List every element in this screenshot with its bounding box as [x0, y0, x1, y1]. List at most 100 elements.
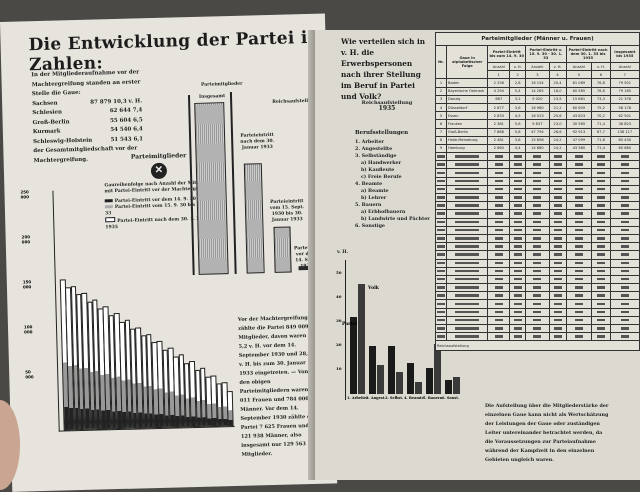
table-cell [487, 233, 511, 244]
table-cell [435, 242, 447, 252]
ink [533, 310, 542, 314]
subheader: Anzahl [487, 61, 511, 72]
y-tick: 200 000 [21, 234, 31, 245]
ink [553, 171, 562, 175]
y-label: v. H. [337, 250, 349, 255]
table-cell [445, 201, 489, 211]
table-cell [591, 225, 611, 235]
ink [494, 155, 503, 158]
table-cell [591, 332, 611, 342]
category-item: 1. Arbeiter [355, 139, 384, 145]
ink [533, 163, 542, 166]
table-cell [525, 242, 550, 252]
table-cell [509, 184, 527, 195]
ink [513, 318, 522, 322]
table-cell [609, 201, 640, 211]
bar-partei [350, 317, 357, 394]
table-row: 3 Danzig 687 3,2 5 020 23,5 15 661 73,3 21 378 [435, 94, 640, 104]
table-cell [609, 168, 640, 178]
ink [596, 335, 605, 338]
table-cell [565, 152, 593, 162]
ink [553, 269, 562, 273]
table-cell [435, 266, 447, 276]
column-header: Partei-Eintritt v. 15. 9. 30 - 30. 1. 33 [525, 45, 567, 63]
table-cell [548, 160, 567, 170]
table-cell [487, 315, 511, 326]
table-row-faded [435, 192, 640, 203]
table-cell [609, 176, 640, 186]
table-cell: 60 680 [609, 143, 640, 154]
ink [596, 253, 605, 256]
table-footer: Reichsaufstellung [435, 340, 640, 352]
categories-heading: Berufsstellungen [355, 130, 409, 136]
value: 55 604 [109, 117, 132, 124]
table-cell: Danzig [445, 94, 489, 104]
table-cell [548, 242, 567, 252]
subheader: Anzahl [609, 61, 640, 72]
table-cell: Groß-Berlin [445, 127, 489, 137]
after-1933-column [243, 163, 265, 274]
ink [574, 204, 583, 207]
column-number: 3 [525, 70, 550, 80]
ink [533, 187, 542, 191]
ink [596, 187, 605, 191]
table-cell [445, 152, 489, 162]
table-cell: 1 [435, 78, 447, 88]
table-cell [525, 258, 550, 268]
table-cell [509, 168, 527, 178]
ink [620, 228, 629, 232]
ink [553, 327, 562, 330]
table-cell [591, 160, 611, 170]
table-cell [548, 323, 567, 334]
ink [513, 196, 522, 199]
table-cell [565, 332, 593, 342]
table-cell [435, 209, 447, 219]
ink [574, 196, 583, 199]
column-number: 2 [509, 70, 527, 80]
y-tick: 100 000 [23, 324, 33, 335]
finger [0, 400, 20, 490]
table-cell [509, 274, 527, 285]
table-cell [565, 209, 593, 219]
table-cell [609, 184, 640, 195]
table-cell [609, 225, 640, 235]
pct: 6,5 [132, 116, 143, 124]
ink [437, 277, 445, 281]
ink [437, 302, 445, 306]
table-cell [509, 242, 527, 252]
ink [437, 171, 445, 175]
ink [437, 155, 445, 158]
ink [596, 310, 605, 314]
table-cell [591, 152, 611, 162]
table-cell: 14 680 [525, 143, 550, 154]
ink [596, 318, 605, 322]
ink [513, 171, 522, 175]
table-cell [487, 283, 511, 293]
left-page: Die Entwicklung der Partei in Zahlen: In… [0, 13, 338, 492]
table-cell [565, 201, 593, 211]
table-cell: 9 837 [525, 119, 550, 129]
ink [455, 196, 480, 199]
table-cell: 47 099 [565, 135, 593, 145]
column-header: Nr. [435, 44, 447, 80]
bar-volk [377, 365, 384, 394]
table-cell: 7 888 [487, 127, 511, 137]
table-cell [591, 307, 611, 317]
ink [533, 228, 542, 232]
ink [513, 204, 522, 207]
ink [437, 220, 445, 224]
gau-bar [227, 390, 234, 427]
ink [455, 261, 480, 265]
table-cell [609, 160, 640, 170]
table-cell [591, 209, 611, 219]
ink [596, 171, 605, 175]
table-cell: 24,2 [548, 143, 567, 154]
table-cell [509, 323, 527, 334]
ink [533, 335, 542, 338]
table-cell: 2 258 [487, 78, 511, 88]
table-cell [525, 291, 550, 301]
ink [620, 269, 629, 273]
table-cell: 47 794 [525, 127, 550, 137]
table-cell [548, 176, 567, 186]
ink [533, 318, 542, 322]
